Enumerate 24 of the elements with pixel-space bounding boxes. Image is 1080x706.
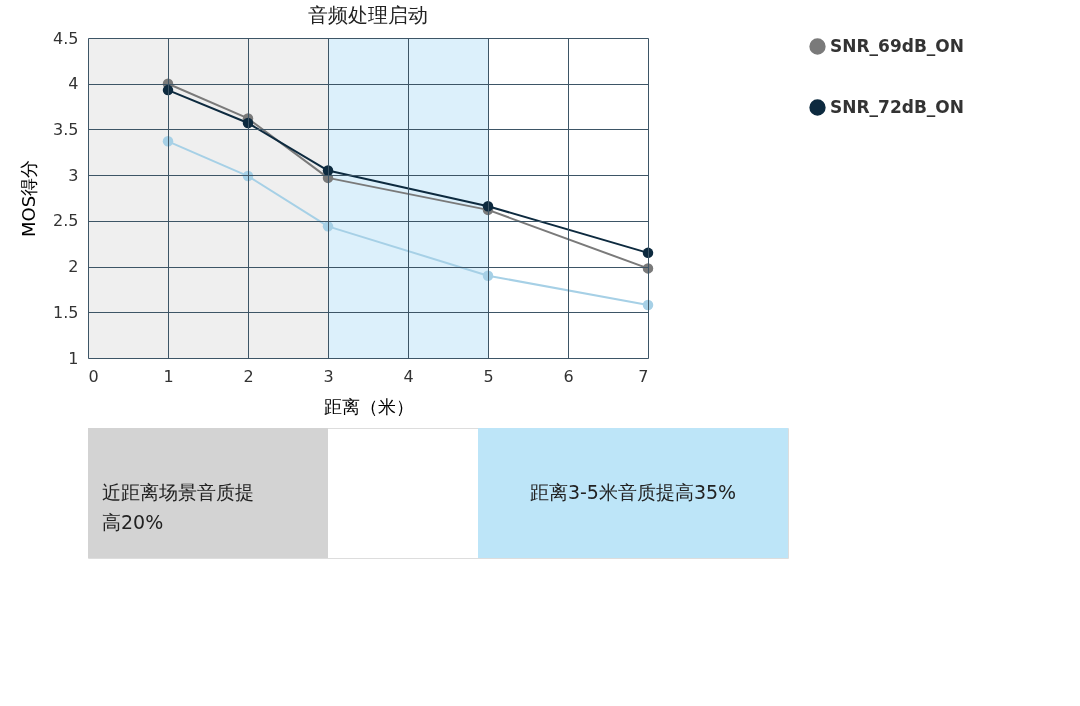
x-tick-label: 2 — [243, 366, 254, 386]
text: 近距离场景音质提高20% — [102, 481, 254, 533]
x-tick-label: 1 — [163, 366, 174, 386]
x-tick-label: 5 — [483, 366, 494, 386]
chart-title: 音频处理启动 — [308, 3, 428, 27]
x-tick-label: 7 — [638, 366, 649, 386]
y-axis-title: MOS得分 — [18, 159, 40, 238]
legend-label: SNR_69dB_ON — [830, 35, 965, 56]
x-axis-title: 距离（米） — [323, 395, 414, 417]
y-tick-label: 4.5 — [53, 28, 79, 48]
x-tick-label: 6 — [563, 366, 574, 386]
y-tick-label: 1.5 — [53, 302, 79, 322]
x-tick-label: 3 — [323, 366, 334, 386]
legend-label: SNR_72dB_ON — [830, 96, 965, 117]
point — [242, 117, 254, 129]
y-tick-label: 3.5 — [53, 119, 79, 139]
y-tick-label: 2.5 — [53, 211, 79, 231]
y-tick-label: 2 — [68, 257, 79, 277]
x-tick-label: 4 — [403, 366, 414, 386]
y-tick-label: 4 — [68, 74, 79, 94]
y-tick-label: 1 — [68, 348, 79, 368]
text: 距离3-5米音质提高35% — [529, 481, 737, 503]
x-tick-label: 0 — [88, 366, 99, 386]
y-tick-label: 3 — [68, 165, 79, 185]
